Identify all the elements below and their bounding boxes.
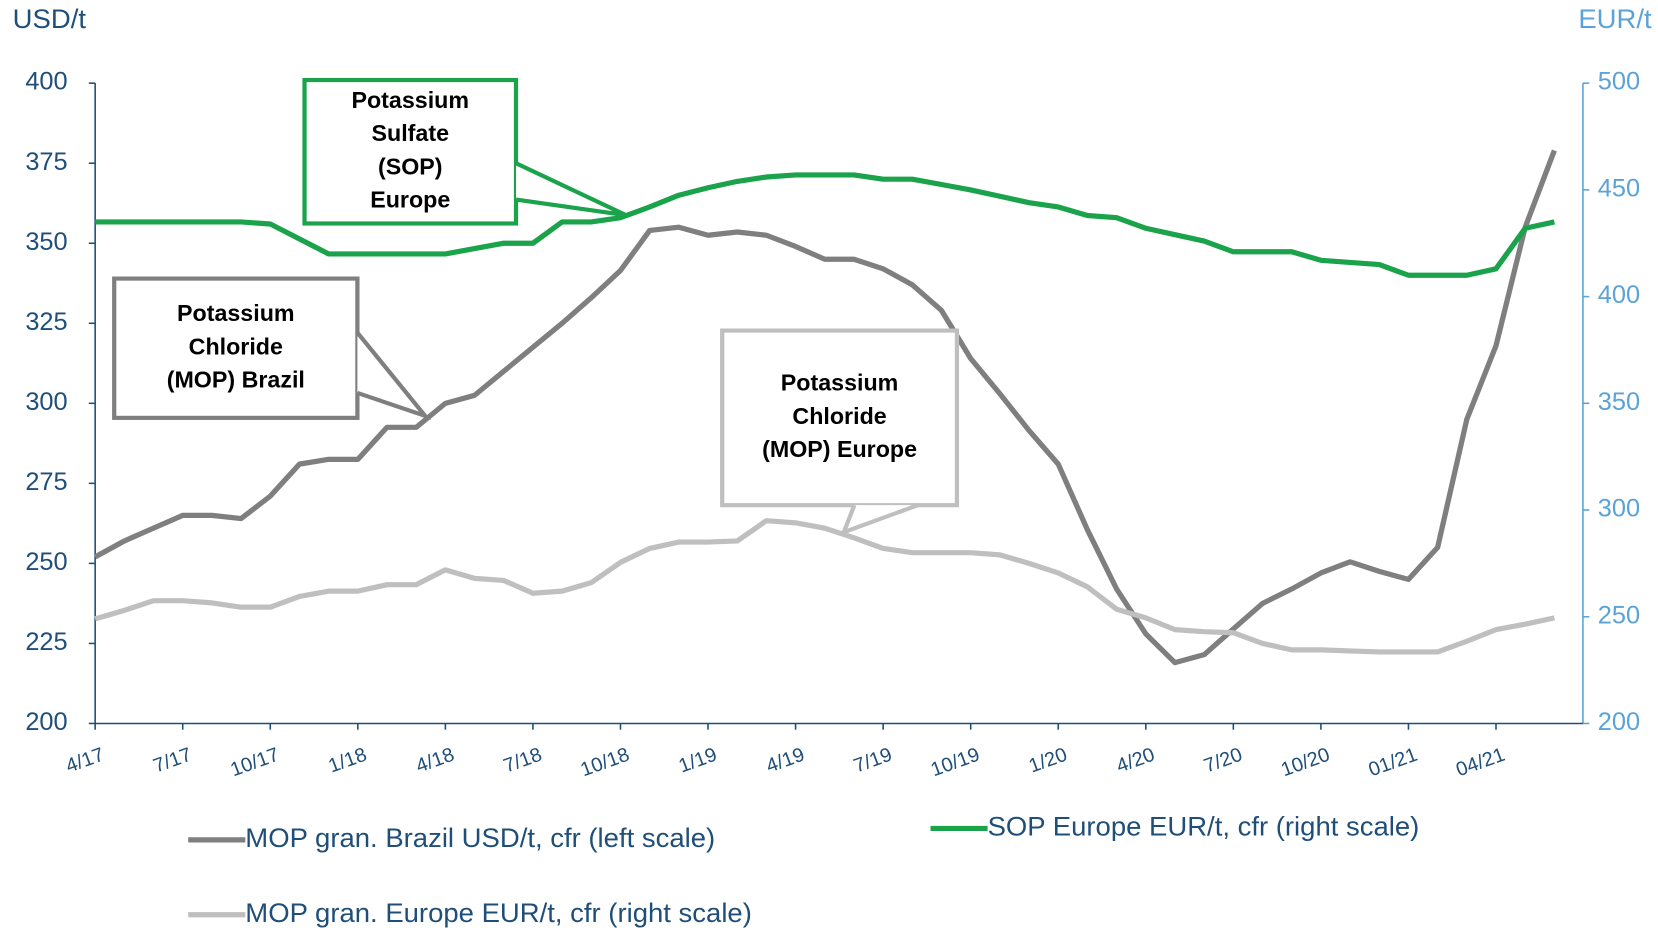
callout-text: Potassium — [177, 300, 295, 326]
y2-tick-label: 250 — [1598, 602, 1640, 630]
series-line — [94, 518, 1555, 655]
x-tick-label: 7/18 — [501, 744, 545, 778]
x-tick-label: 04/21 — [1453, 744, 1508, 781]
x-tick-label: 1/18 — [326, 744, 370, 778]
x-tick-label: 4/18 — [413, 744, 457, 778]
y-axis-label: USD/t — [13, 3, 87, 34]
callout-text: (SOP) — [378, 154, 443, 180]
y2-tick-label: 500 — [1598, 68, 1640, 96]
series-line — [95, 172, 1555, 278]
x-tick-label: 7/20 — [1201, 744, 1245, 778]
callout-text: Chloride — [189, 333, 283, 359]
x-tick-label: 1/19 — [676, 744, 720, 778]
callout-text: Potassium — [781, 370, 899, 396]
legend-label: MOP gran. Brazil USD/t, cfr (left scale) — [245, 822, 715, 853]
x-tick-label: 10/18 — [578, 744, 633, 781]
y-tick-label: 250 — [25, 548, 67, 576]
y2-tick-label: 300 — [1598, 495, 1640, 523]
x-tick-label: 10/19 — [928, 744, 983, 781]
y2-tick-label: 400 — [1598, 281, 1640, 309]
y2-tick-label: 350 — [1598, 388, 1640, 416]
x-tick-label: 1/20 — [1026, 744, 1070, 778]
x-tick-label: 4/20 — [1113, 744, 1157, 778]
y2-axis-label: EUR/t — [1578, 3, 1652, 34]
callout-text: (MOP) Brazil — [167, 367, 305, 393]
legend-label: MOP gran. Europe EUR/t, cfr (right scale… — [245, 897, 752, 928]
series-line — [93, 149, 1557, 666]
callout-text: Chloride — [792, 403, 886, 429]
x-tick-label: 7/17 — [150, 744, 194, 778]
y-tick-label: 200 — [25, 708, 67, 736]
x-tick-label: 4/19 — [763, 744, 807, 778]
callout-text: Potassium — [351, 87, 469, 113]
callout-text: (MOP) Europe — [762, 436, 917, 462]
callout-text: Sulfate — [372, 120, 450, 146]
callout-pointer — [840, 503, 919, 536]
y-tick-label: 275 — [25, 468, 67, 496]
x-tick-label: 7/19 — [851, 744, 895, 778]
y-tick-label: 350 — [25, 228, 67, 256]
y-tick-label: 300 — [25, 388, 67, 416]
x-tick-label: 01/21 — [1366, 744, 1421, 781]
callout-box — [720, 328, 960, 508]
y-tick-label: 375 — [25, 148, 67, 176]
x-tick-label: 10/20 — [1278, 744, 1333, 781]
callout-box — [302, 77, 519, 226]
callout-pointer — [515, 161, 627, 218]
y-tick-label: 225 — [25, 628, 67, 656]
x-tick-label: 10/17 — [227, 744, 282, 781]
y2-tick-label: 450 — [1598, 175, 1640, 203]
y-tick-label: 325 — [25, 308, 67, 336]
callout-pointer — [355, 331, 432, 421]
callout-text: Europe — [370, 187, 450, 213]
y-tick-label: 400 — [25, 68, 67, 96]
x-tick-label: 4/17 — [63, 744, 107, 778]
y2-tick-label: 200 — [1598, 708, 1640, 736]
legend-label: SOP Europe EUR/t, cfr (right scale) — [988, 811, 1420, 842]
